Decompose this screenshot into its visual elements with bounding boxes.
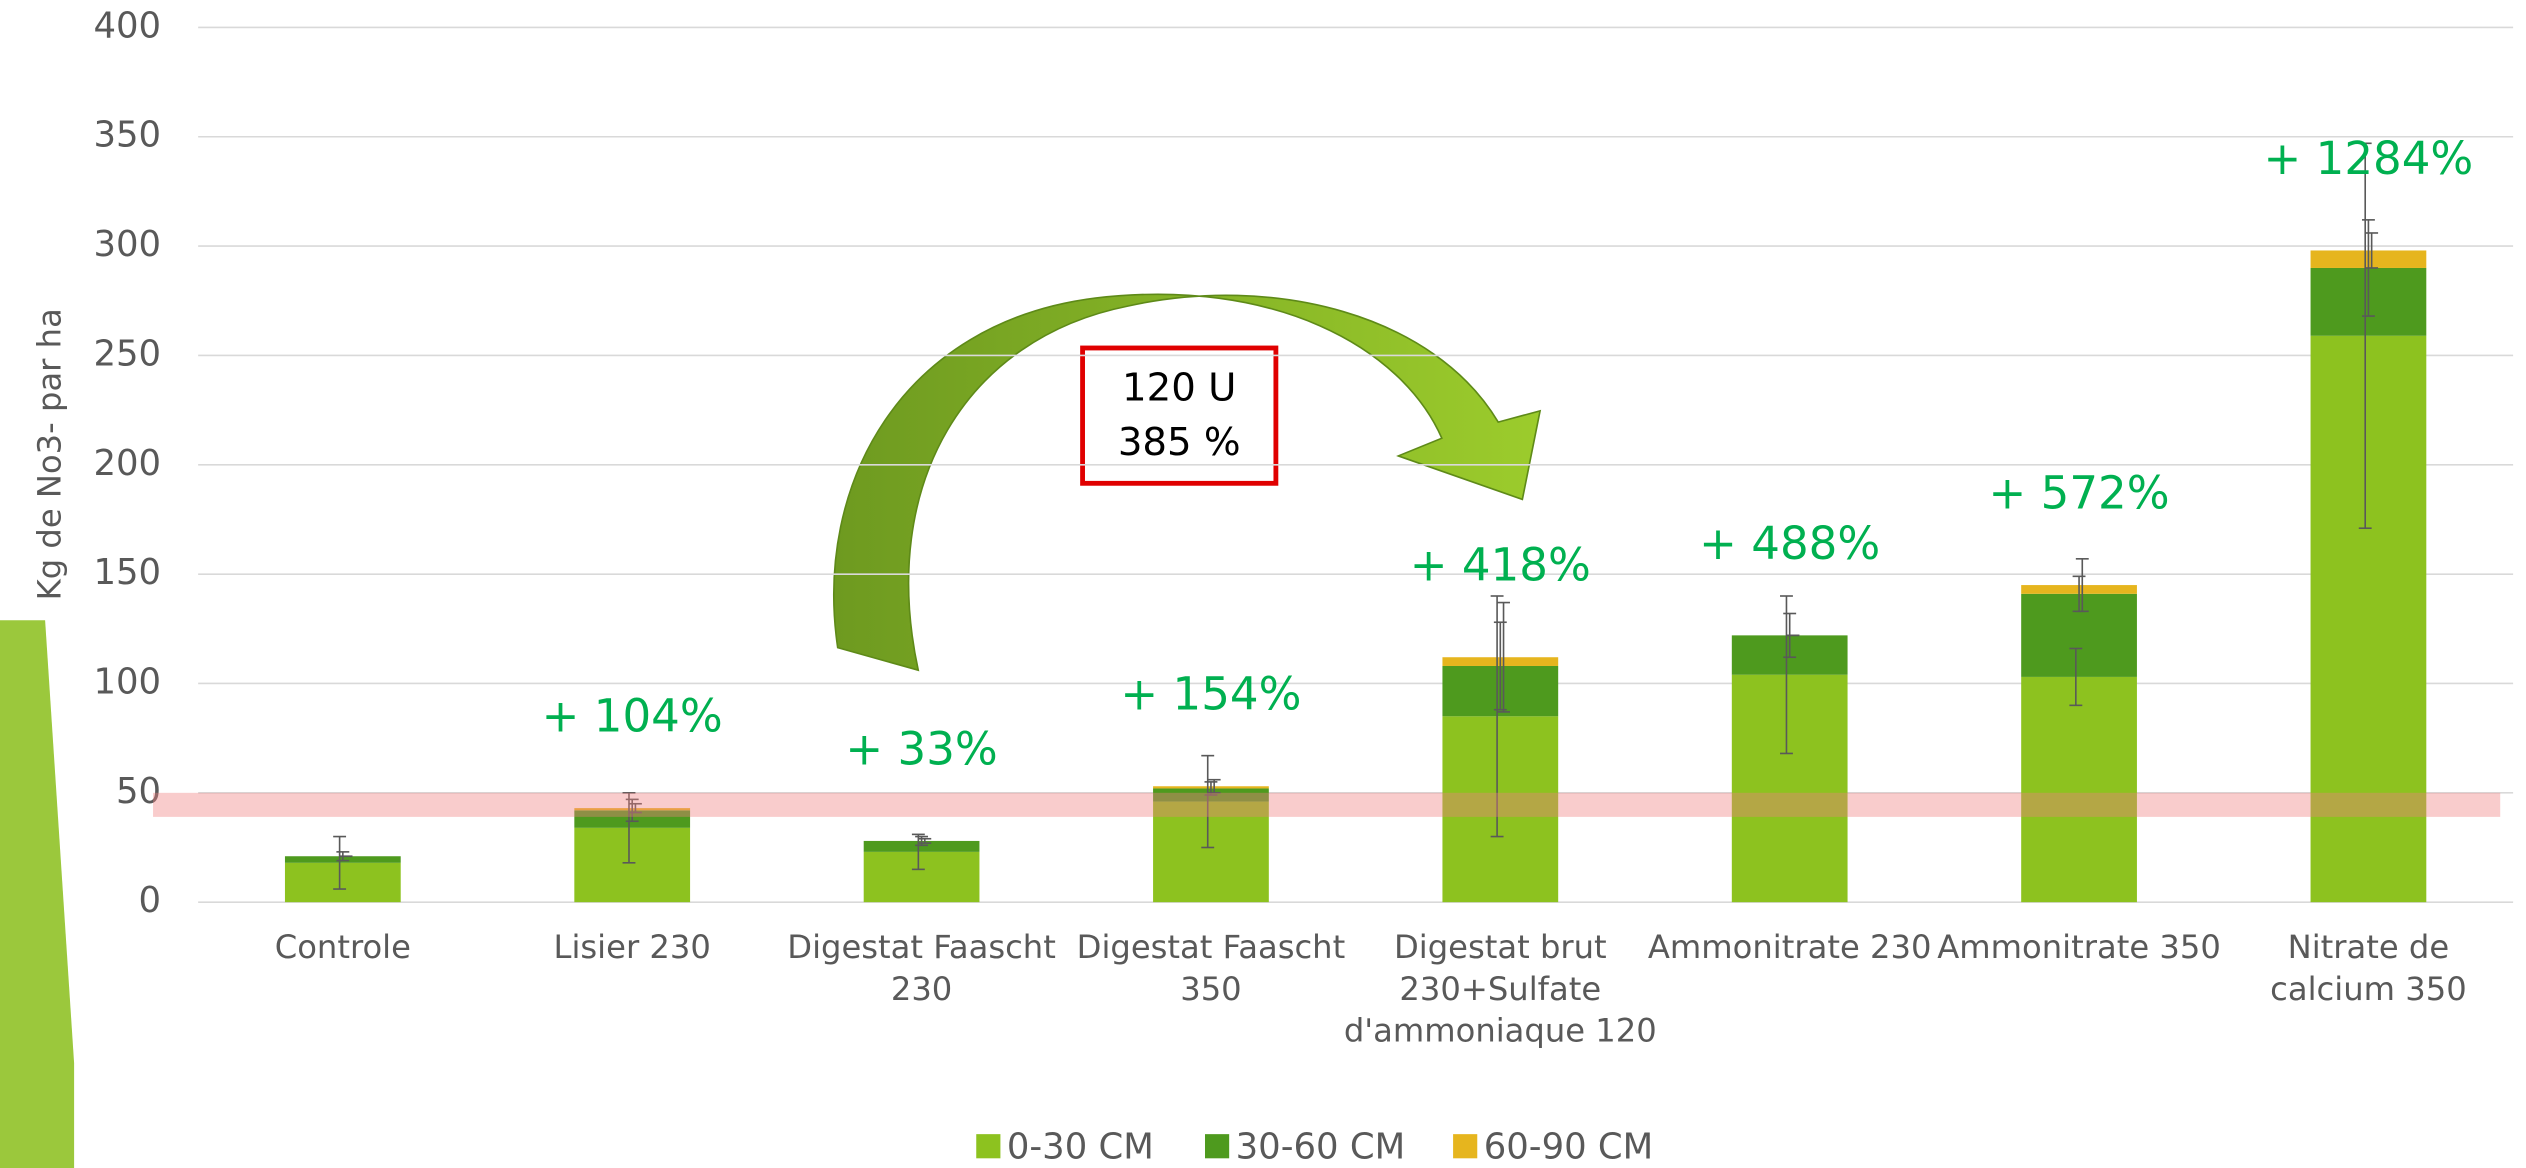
callout-text: 385 % — [1118, 420, 1241, 465]
callout-text: 120 U — [1122, 365, 1236, 410]
bar-segment — [574, 827, 691, 903]
x-tick-label: Ammonitrate 350 — [1937, 928, 2221, 966]
bar-segment — [284, 862, 401, 903]
error-bar — [1497, 601, 1510, 713]
data-annotation: + 572% — [1989, 466, 2170, 519]
threshold-band — [153, 792, 2501, 817]
bar-segment — [1442, 716, 1559, 903]
data-annotation: + 418% — [1410, 539, 1591, 592]
error-bar — [2365, 232, 2379, 269]
x-tick-label: Controle — [275, 928, 411, 966]
error-bar — [1207, 778, 1221, 794]
data-annotation: + 154% — [1120, 668, 1301, 721]
data-annotation: + 33% — [845, 722, 997, 775]
legend-label: 0-30 CM — [1007, 1127, 1154, 1168]
arrow — [833, 293, 1542, 672]
error-bar — [1490, 595, 1504, 838]
bar-segment — [1731, 674, 1848, 903]
x-tick-label: Digestat Faascht 350 — [1077, 928, 1346, 1008]
x-tick-label: Nitrate de calcium 350 — [2270, 928, 2467, 1008]
y-tick-label: 300 — [93, 224, 161, 265]
data-annotation: + 1284% — [2264, 132, 2474, 185]
y-tick-label: 200 — [93, 443, 161, 484]
bar-segment — [863, 851, 980, 903]
legend-label: 60-90 CM — [1484, 1127, 1654, 1168]
callout-box — [1080, 345, 1279, 486]
y-tick-label: 350 — [93, 115, 161, 156]
y-tick-label: 250 — [93, 333, 161, 374]
legend-swatch — [976, 1134, 1001, 1159]
error-bar — [2358, 142, 2372, 530]
y-tick-label: 50 — [116, 771, 161, 812]
y-tick-label: 400 — [93, 5, 161, 46]
y-tick-label: 100 — [93, 661, 161, 702]
error-bar — [628, 802, 642, 814]
error-bar — [1493, 621, 1507, 711]
decoration — [0, 620, 75, 1168]
error-bar — [1780, 595, 1793, 755]
error-bar — [911, 833, 925, 871]
x-tick-label: Lisier 230 — [554, 928, 711, 966]
error-bar — [333, 835, 347, 890]
x-tick-label: Digestat Faascht 230 — [787, 928, 1056, 1008]
x-tick-label: Digestat brut 230+Sulfate d'ammoniaque 120 — [1344, 928, 1657, 1050]
data-annotation: + 104% — [542, 690, 723, 743]
x-tick-label: Ammonitrate 230 — [1648, 928, 1932, 966]
data-annotation: + 488% — [1699, 517, 1880, 570]
error-bar — [918, 837, 932, 844]
y-tick-label: 0 — [139, 880, 162, 921]
y-axis-label: Kg de No3- par ha — [31, 308, 69, 600]
legend-swatch — [1205, 1134, 1230, 1159]
bar-segment — [2310, 335, 2427, 903]
legend-label: 30-60 CM — [1236, 1127, 1406, 1168]
legend-swatch — [1453, 1134, 1478, 1159]
y-tick-label: 150 — [93, 552, 161, 593]
error-bar — [2075, 558, 2089, 613]
bar-segment — [863, 840, 980, 852]
bar-segment — [2021, 676, 2137, 903]
error-bar — [1201, 754, 1215, 849]
error-bar — [2069, 647, 2083, 707]
bar-segment — [1153, 801, 1269, 903]
